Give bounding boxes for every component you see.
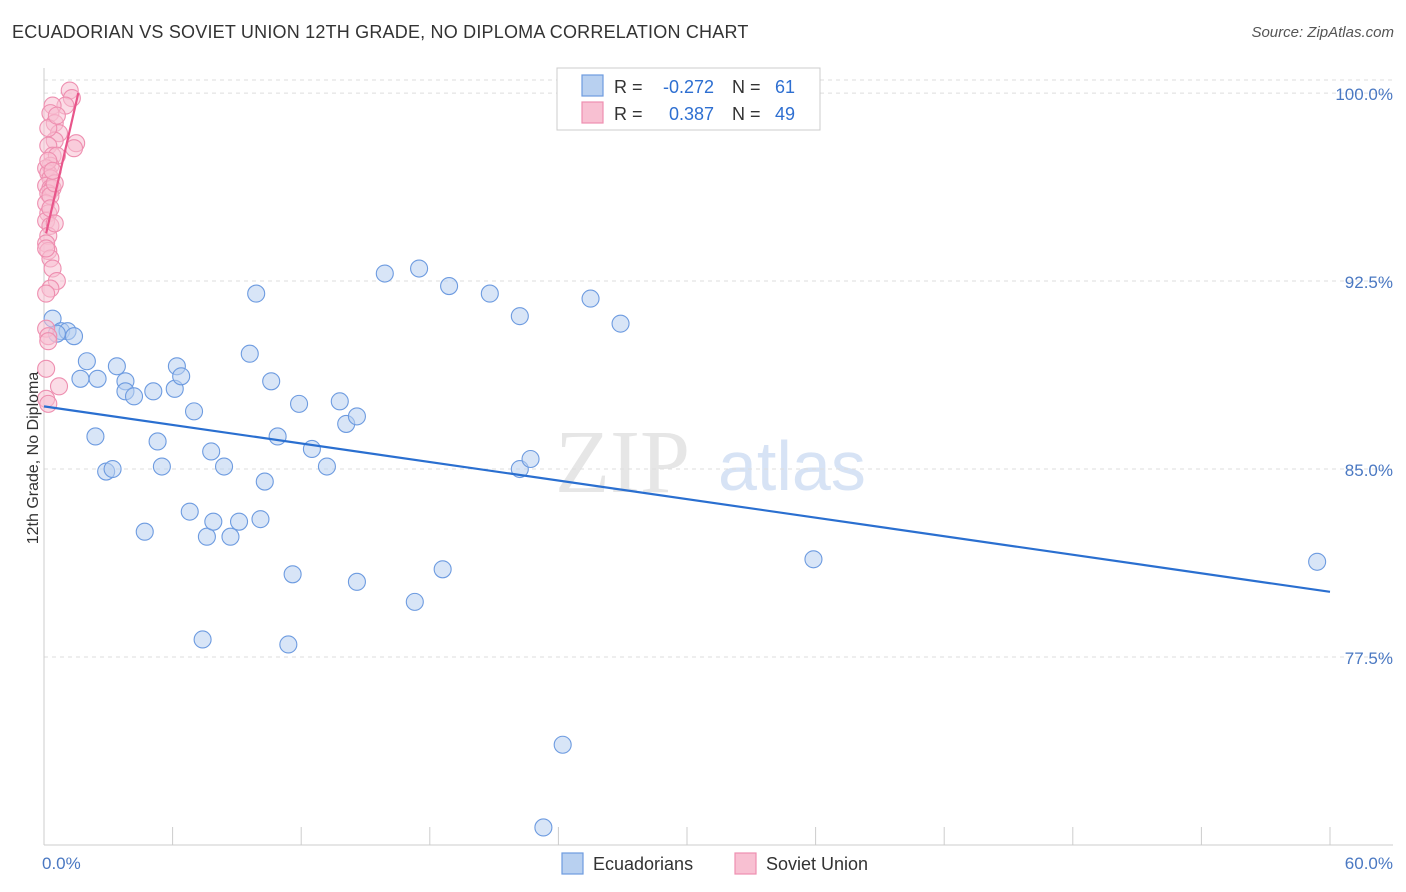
data-point-ecuadorians <box>440 277 459 296</box>
series-legend: Ecuadorians Soviet Union <box>561 852 868 875</box>
data-point-ecuadorians <box>268 427 287 446</box>
legend-r-value-1: -0.272 <box>663 77 714 97</box>
trend-line-soviet-union <box>45 92 80 234</box>
data-point-ecuadorians <box>347 407 366 426</box>
data-point-ecuadorians <box>255 472 274 491</box>
data-point-ecuadorians <box>375 264 394 283</box>
source-credit: Source: ZipAtlas.com <box>1251 24 1394 41</box>
grid-layer <box>44 79 1393 658</box>
bottom-legend-swatch-ecuadorians <box>561 852 584 875</box>
data-point-ecuadorians <box>279 635 298 654</box>
data-point-soviet-union <box>37 239 56 258</box>
data-point-ecuadorians <box>410 259 429 278</box>
bottom-legend-label-ecuadorians: Ecuadorians <box>593 854 693 874</box>
data-point-ecuadorians <box>103 459 122 479</box>
data-point-ecuadorians <box>184 402 204 421</box>
data-point-ecuadorians <box>302 439 321 459</box>
data-point-ecuadorians <box>1308 552 1327 571</box>
data-point-ecuadorians <box>290 394 309 413</box>
data-point-ecuadorians <box>521 449 540 469</box>
data-point-ecuadorians <box>240 344 259 363</box>
data-point-soviet-union <box>37 284 56 303</box>
data-point-ecuadorians <box>152 457 171 476</box>
legend-swatch-ecuadorians <box>581 74 604 97</box>
legend-r-label-2: R = <box>614 104 643 124</box>
trend-layer <box>43 92 1331 593</box>
legend-r-label-1: R = <box>614 77 643 97</box>
data-point-ecuadorians <box>64 327 84 346</box>
data-point-soviet-union <box>39 332 58 351</box>
data-point-ecuadorians <box>330 392 349 411</box>
data-point-ecuadorians <box>77 352 96 371</box>
data-point-ecuadorians <box>172 367 191 386</box>
bottom-legend-label-soviet: Soviet Union <box>766 854 868 874</box>
data-point-ecuadorians <box>581 289 600 308</box>
data-point-ecuadorians <box>804 550 823 569</box>
data-point-ecuadorians <box>347 572 366 591</box>
data-point-ecuadorians <box>193 630 212 649</box>
chart-title: ECUADORIAN VS SOVIET UNION 12TH GRADE, N… <box>12 22 749 42</box>
data-point-ecuadorians <box>124 387 144 406</box>
y-tick-label: 85.0% <box>1345 461 1393 480</box>
data-point-soviet-union <box>39 394 58 413</box>
legend-n-label-2: N = <box>732 104 761 124</box>
legend-swatch-soviet <box>581 101 604 124</box>
data-point-ecuadorians <box>405 592 424 611</box>
legend-r-value-2: 0.387 <box>669 104 714 124</box>
x-tick-label-right: 60.0% <box>1345 854 1393 873</box>
data-point-soviet-union <box>49 377 69 396</box>
watermark-atlas: atlas <box>718 427 866 505</box>
data-point-ecuadorians <box>433 560 452 579</box>
data-point-ecuadorians <box>262 372 281 391</box>
data-point-ecuadorians <box>148 432 167 451</box>
legend-n-value-2: 49 <box>775 104 795 124</box>
data-point-soviet-union <box>39 119 58 138</box>
x-tick-label-left: 0.0% <box>42 854 81 873</box>
data-point-ecuadorians <box>283 565 302 584</box>
data-point-ecuadorians <box>202 442 221 461</box>
data-point-ecuadorians <box>480 284 499 303</box>
data-point-ecuadorians <box>214 457 234 476</box>
y-tick-label: 92.5% <box>1345 273 1393 292</box>
data-point-ecuadorians <box>71 369 90 388</box>
data-point-ecuadorians <box>221 527 240 546</box>
data-point-soviet-union <box>37 359 56 378</box>
legend-n-value-1: 61 <box>775 77 795 97</box>
y-tick-label: 100.0% <box>1335 85 1393 104</box>
data-point-soviet-union <box>47 106 66 125</box>
data-point-ecuadorians <box>204 512 223 531</box>
y-tick-label: 77.5% <box>1345 649 1393 668</box>
data-point-ecuadorians <box>88 369 107 388</box>
y-axis-title: 12th Grade, No Diploma <box>25 372 42 545</box>
data-point-ecuadorians <box>510 307 529 326</box>
point-layer <box>37 81 1327 837</box>
data-point-ecuadorians <box>144 382 163 401</box>
data-point-ecuadorians <box>197 527 216 546</box>
trend-line-ecuadorians <box>43 405 1331 593</box>
data-point-ecuadorians <box>611 314 630 333</box>
data-point-ecuadorians <box>135 522 154 541</box>
data-point-ecuadorians <box>247 284 266 303</box>
data-point-ecuadorians <box>229 512 249 531</box>
data-point-ecuadorians <box>317 457 336 476</box>
data-point-ecuadorians <box>251 510 270 529</box>
data-point-ecuadorians <box>180 502 199 521</box>
data-point-ecuadorians <box>107 357 126 376</box>
data-point-ecuadorians <box>553 735 572 754</box>
legend-n-label-1: N = <box>732 77 761 97</box>
bottom-legend-swatch-soviet <box>734 852 757 875</box>
correlation-legend: R = -0.272 N = 61 R = 0.387 N = 49 <box>556 67 821 131</box>
data-point-ecuadorians <box>86 427 105 446</box>
data-point-ecuadorians <box>534 818 553 837</box>
